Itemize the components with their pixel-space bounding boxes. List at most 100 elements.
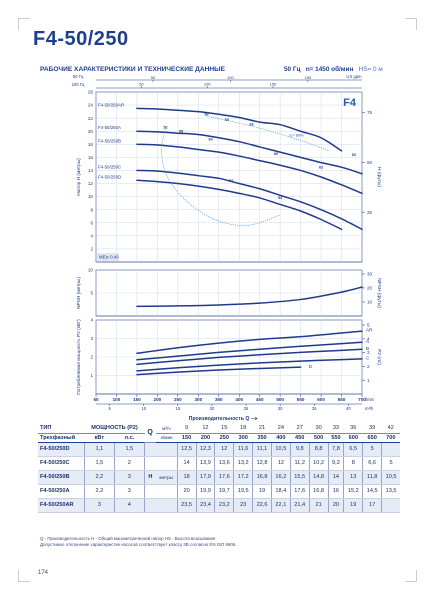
x2-tick-label: 30 (278, 406, 283, 411)
series-label: F4-50/250D (98, 174, 121, 179)
head-frame (95, 91, 363, 263)
q-lmin-value: 700 (381, 433, 400, 443)
head-value: 12 (214, 442, 234, 457)
npsh-ylabel: NPSH (метры) (76, 277, 82, 309)
table-header-power: МОЩНОСТЬ (P2) (84, 424, 145, 434)
head-value: 14,5 (362, 484, 382, 499)
q-lmin-value: 250 (214, 433, 234, 443)
section-subheading: РАБОЧИЕ ХАРАКТЕРИСТИКИ И ТЕХНИЧЕСКИЕ ДАН… (40, 66, 226, 73)
table-row: F4-50/250AR 3 4 23,5 23,4 23,2 23 22,6 22,1 21,4 2… (38, 498, 400, 513)
head-value: 16,8 (308, 484, 329, 499)
y-tick-label: 26 (88, 90, 94, 95)
q-m3h-value: 12 (196, 424, 215, 434)
x2-tick-label: 40 (346, 406, 351, 411)
head-label (144, 442, 156, 457)
power-series-AR (136, 330, 363, 355)
suction-head-label: HS= 0 м (358, 66, 383, 73)
y2-tick-label: 5 (367, 323, 370, 328)
pump-type: F4-50/250C (38, 456, 85, 471)
head-value: 5 (381, 456, 400, 471)
q-lmin-value: 550 (328, 433, 344, 443)
head-value: 5 (362, 442, 382, 457)
head-ylabel: Напор H (метры) (76, 158, 82, 196)
head-label (144, 484, 156, 499)
table-q-unit-m3h: м³/ч (155, 424, 178, 434)
top-tick-label: 150 (305, 75, 312, 80)
y-tick-label: 5 (90, 291, 93, 296)
head-unit: метры (155, 470, 178, 485)
head-value: 10,5 (381, 470, 400, 485)
y-tick-label: 12 (88, 181, 94, 186)
y2-tick-label: 30 (367, 272, 373, 277)
power-hp: 4 (113, 498, 145, 513)
pump-type: F4-50/250D (38, 442, 85, 457)
table-row: F4-50/250C 1,5 2 14 13,9 13,6 13,2 12,8 12 11,2 10… (38, 456, 400, 471)
head-value: 16 (327, 484, 344, 499)
head-unit (155, 442, 178, 457)
head-value: 20 (327, 498, 344, 513)
corner-mark (405, 570, 417, 582)
head-value: 12,8 (252, 456, 272, 471)
q-lmin-value: 600 (343, 433, 363, 443)
x-tick-label: 50 (93, 397, 99, 402)
efficiency-label: 60 (225, 118, 229, 122)
top-tick-label: 100 (204, 82, 211, 87)
operating-conditions: 50 Гц n= 1450 об/мин HS= 0 м (284, 66, 383, 73)
y-tick-label: 2 (90, 247, 93, 252)
head-value: 23,2 (214, 498, 234, 513)
pump-type: F4-50/250A (38, 484, 85, 499)
frequency-label: 50 Гц (284, 66, 301, 73)
x-unit-lmin: l/min (365, 397, 375, 402)
table-q-unit-lmin: л/мин (155, 433, 178, 443)
power-series-label: C (366, 355, 370, 360)
x-unit-m3h: m³/h (365, 406, 374, 411)
head-value: 23,4 (195, 498, 215, 513)
y-tick-label: 18 (88, 142, 94, 147)
x-tick-label: 200 (154, 397, 162, 402)
efficiency-legend: η = 60% (289, 133, 304, 137)
head-value: 13 (343, 470, 363, 485)
y2-tick-label: 1 (367, 378, 370, 383)
q-lmin-value: 500 (309, 433, 329, 443)
x-axis-arrow-icon (251, 416, 258, 421)
head-value: 17,6 (214, 470, 234, 485)
q-lmin-value: 400 (271, 433, 291, 443)
corner-mark (18, 18, 30, 30)
head-value: 23 (233, 498, 253, 513)
y-tick-label: 4 (90, 233, 93, 238)
page-title: F4-50/250 (33, 28, 129, 50)
table-row: F4-50/250A 2,2 3 20 19,9 19,7 19,5 19 18,4 17,6 16… (38, 484, 400, 499)
top-tick-label: 50 (151, 75, 156, 80)
head-value: 9,2 (327, 456, 344, 471)
head-value: 19,5 (233, 484, 253, 499)
series-label: F4-50/250C (98, 164, 121, 169)
head-series-F4-50/250B (136, 143, 363, 195)
x2-tick-label: 15 (176, 406, 181, 411)
x-tick-label: 350 (215, 397, 223, 402)
power-series-label: B (366, 346, 369, 351)
power-ylabel-right: P2 (лс) (376, 349, 382, 365)
head-value: 19,9 (195, 484, 215, 499)
y-tick-label: 24 (88, 103, 94, 108)
power-kw: 1,1 (83, 442, 115, 457)
head-value: 13,9 (195, 456, 215, 471)
head-value: 11,8 (362, 470, 382, 485)
head-series-F4-50/250C (136, 169, 363, 231)
top-axis-label: US gpm (346, 74, 362, 79)
y2-tick-label: 10 (367, 300, 373, 305)
top-tick-label: 150 (270, 82, 277, 87)
head-value: 23,5 (176, 498, 196, 513)
y-tick-label: 20 (88, 129, 94, 134)
x-tick-label: 300 (194, 397, 202, 402)
head-value: 15,5 (289, 470, 310, 485)
head-value: 14,8 (308, 470, 329, 485)
x-axis-label: Производительность Q (189, 416, 250, 422)
series-label: F4-50/250B (98, 138, 121, 143)
x-tick-label: 650 (338, 397, 346, 402)
mei-note: MEI≥ 0.40 (99, 255, 119, 260)
y-tick-label: 2 (90, 355, 93, 360)
y-tick-label: 10 (88, 268, 94, 273)
model-badge: F4 (343, 97, 357, 109)
efficiency-curve (206, 115, 330, 152)
head-value: 12,5 (176, 442, 196, 457)
